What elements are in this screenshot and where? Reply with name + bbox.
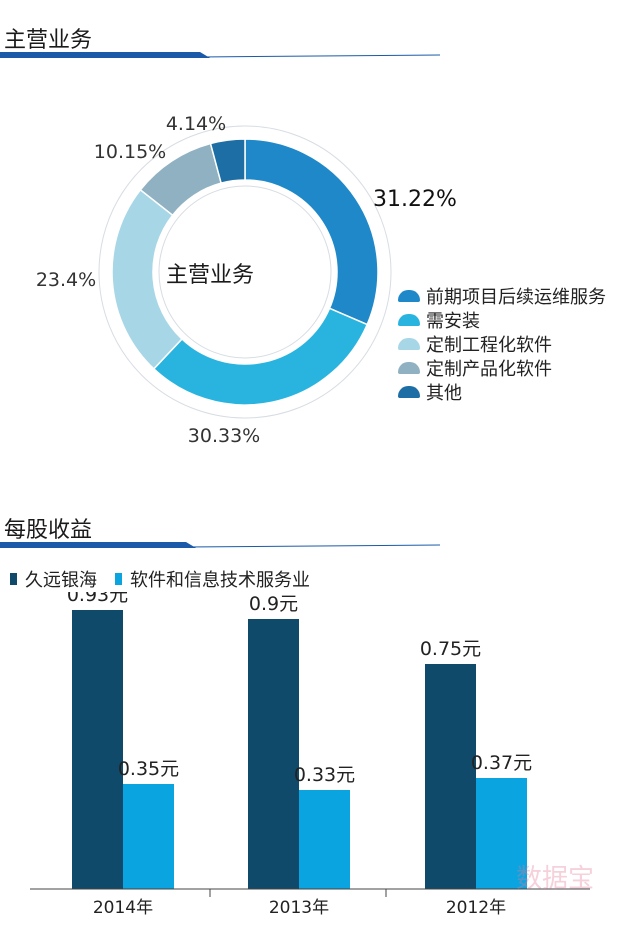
donut-value-label: 4.14%	[166, 113, 226, 135]
bar-value-label: 0.93元	[67, 592, 128, 606]
donut-slice	[244, 138, 379, 326]
bar-value-label: 0.37元	[471, 752, 532, 774]
donut-slice	[209, 138, 246, 185]
bar	[299, 790, 350, 889]
legend-label: 定制工程化软件	[426, 335, 552, 356]
bar-legend-item: 软件和信息技术服务业	[115, 566, 310, 592]
main-business-header-line	[0, 52, 441, 58]
bar-legend-label: 久远银海	[25, 570, 97, 591]
bar-value-label: 0.35元	[118, 758, 179, 780]
x-tick-label: 2014年	[93, 898, 153, 918]
bar	[123, 784, 174, 889]
bar-value-label: 0.75元	[420, 638, 481, 660]
bar-value-label: 0.33元	[294, 764, 355, 786]
legend-label: 定制产品化软件	[426, 359, 552, 380]
donut-legend: 前期项目后续运维服务 需安装 定制工程化软件 定制产品化软件 其他	[398, 284, 606, 404]
bar-legend: 久远银海 软件和信息技术服务业	[10, 566, 328, 592]
bar-legend-item: 久远银海	[10, 566, 97, 592]
donut-value-label: 23.4%	[36, 269, 96, 291]
legend-swatch	[398, 386, 420, 398]
donut-value-label: 30.33%	[188, 425, 260, 447]
main-business-title: 主营业务	[4, 28, 93, 53]
bar	[425, 664, 476, 889]
x-tick-label: 2013年	[269, 898, 329, 918]
donut-inner-ring	[158, 185, 332, 359]
donut-value-label: 31.22%	[373, 187, 457, 212]
legend-item: 前期项目后续运维服务	[398, 284, 606, 308]
bar-legend-swatch	[10, 573, 17, 585]
donut-center-label: 主营业务	[166, 263, 254, 288]
eps-title: 每股收益	[4, 518, 93, 543]
legend-swatch	[398, 314, 420, 326]
eps-header-line	[0, 542, 441, 548]
legend-swatch	[398, 290, 420, 302]
bar-legend-label: 软件和信息技术服务业	[130, 570, 310, 591]
donut-outer-ring	[98, 125, 392, 419]
eps-bar-chart: 0.93元 0.35元 0.9元 0.33元 0.75元 0.37元 2014年 2013年…	[30, 592, 590, 918]
legend-item: 定制产品化软件	[398, 356, 606, 380]
bar-value-label: 0.9元	[249, 593, 298, 615]
legend-swatch	[398, 362, 420, 374]
legend-item: 其他	[398, 380, 606, 404]
legend-swatch	[398, 338, 420, 350]
watermark: 数据宝	[515, 864, 594, 894]
bar-legend-swatch	[115, 573, 122, 585]
donut-chart: 31.22% 30.33% 23.4% 10.15%4.14% 主营业务	[36, 113, 457, 447]
bar	[72, 610, 123, 889]
bar	[248, 619, 299, 889]
donut-value-label: 10.15%	[94, 141, 166, 163]
legend-label: 其他	[426, 383, 462, 404]
legend-item: 定制工程化软件	[398, 332, 606, 356]
bar	[476, 778, 527, 889]
legend-label: 前期项目后续运维服务	[426, 287, 606, 308]
legend-label: 需安装	[426, 311, 480, 332]
x-tick-label: 2012年	[446, 898, 506, 918]
legend-item: 需安装	[398, 308, 606, 332]
